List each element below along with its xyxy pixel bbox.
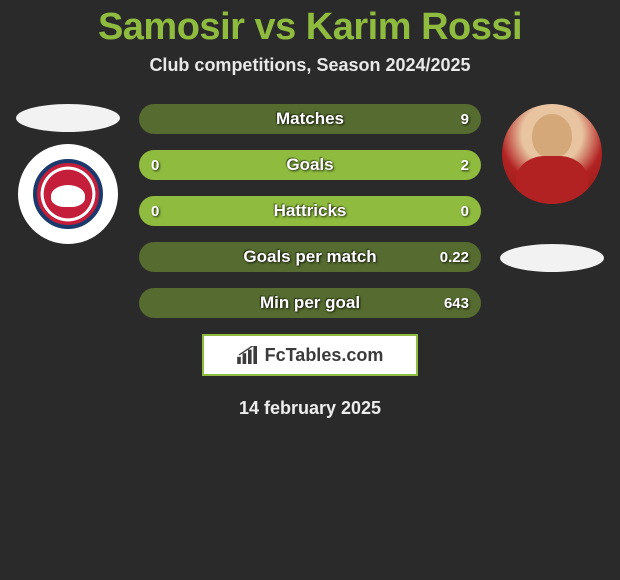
date-line: 14 february 2025 xyxy=(0,398,620,419)
stat-label: Hattricks xyxy=(274,201,347,221)
stat-row-min-per-goal: Min per goal 643 xyxy=(139,288,481,318)
player-right-placeholder-ellipse xyxy=(500,244,604,272)
stat-label: Min per goal xyxy=(260,293,360,313)
stat-right-value: 9 xyxy=(461,111,469,128)
page-title: Samosir vs Karim Rossi xyxy=(0,0,620,49)
player-left-placeholder-ellipse xyxy=(16,104,120,132)
stat-left-value: 0 xyxy=(151,203,159,220)
stats-bars: Matches 9 0 Goals 2 0 Hattricks 0 Goals … xyxy=(139,104,481,318)
stat-row-goals: 0 Goals 2 xyxy=(139,150,481,180)
player-right-photo xyxy=(502,104,602,204)
stat-row-hattricks: 0 Hattricks 0 xyxy=(139,196,481,226)
stat-row-goals-per-match: Goals per match 0.22 xyxy=(139,242,481,272)
stat-right-value: 643 xyxy=(444,295,469,312)
stat-left-value: 0 xyxy=(151,157,159,174)
subtitle: Club competitions, Season 2024/2025 xyxy=(0,55,620,76)
player-left-column xyxy=(8,104,128,244)
comparison-area: Matches 9 0 Goals 2 0 Hattricks 0 Goals … xyxy=(0,104,620,419)
stat-right-value: 0 xyxy=(461,203,469,220)
bar-chart-icon xyxy=(237,346,259,364)
stat-row-matches: Matches 9 xyxy=(139,104,481,134)
brand-text: FcTables.com xyxy=(265,345,384,366)
player-right-column xyxy=(492,104,612,272)
club-logo-icon xyxy=(33,159,103,229)
stat-label: Matches xyxy=(276,109,344,129)
stat-label: Goals xyxy=(286,155,333,175)
stat-right-value: 0.22 xyxy=(440,249,469,266)
brand-box[interactable]: FcTables.com xyxy=(202,334,418,376)
stat-label: Goals per match xyxy=(243,247,376,267)
player-left-club-logo xyxy=(18,144,118,244)
stat-right-value: 2 xyxy=(461,157,469,174)
